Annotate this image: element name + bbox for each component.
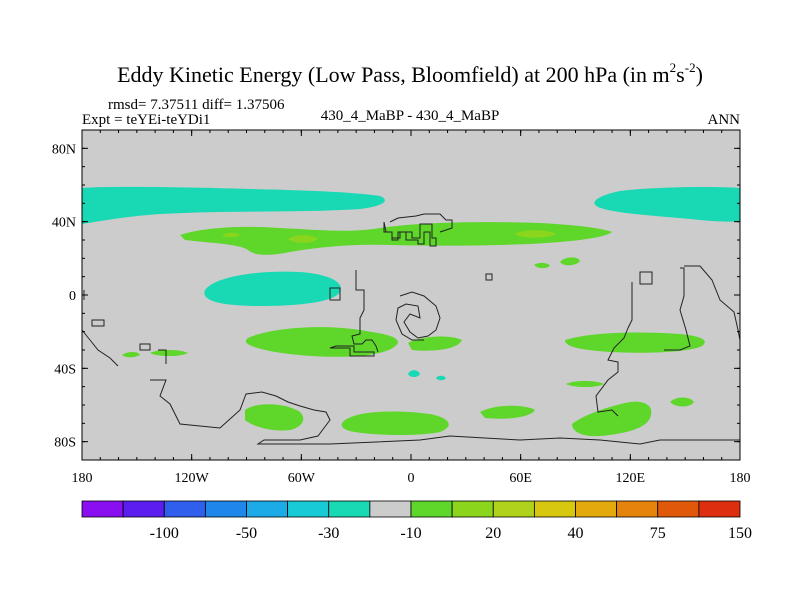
region-south-band-indian [565, 332, 705, 353]
region-blob-west [122, 352, 140, 358]
colorbar-label: -100 [150, 525, 179, 542]
region-southern-ocean-1 [245, 404, 304, 431]
colorbar-swatch [287, 500, 330, 518]
x-tick-label: 180 [72, 471, 93, 486]
coast-africa-south [395, 291, 441, 341]
colorbar-swatch [328, 500, 371, 518]
coast-south-pacific [139, 343, 167, 364]
y-tick-label: 40N [52, 216, 76, 231]
coast-south-america [329, 287, 341, 301]
x-tick-label: 60E [509, 471, 532, 486]
region-green-blob-3 [566, 381, 604, 387]
region-blob-east-1 [534, 262, 550, 269]
colorbar-swatch [698, 500, 741, 518]
colorbar-swatch [122, 500, 165, 518]
colorbar-swatch [451, 500, 494, 518]
region-southern-ocean-4 [572, 401, 652, 437]
colorbar-label: -30 [318, 525, 339, 542]
colorbar-swatch [369, 500, 412, 518]
colorbar-label: -50 [236, 525, 257, 542]
region-south-band-atlantic [245, 327, 398, 357]
colorbar-label: 75 [650, 525, 666, 542]
region-blob-west-2 [150, 350, 188, 356]
land-outlines [82, 213, 740, 445]
region-blob-east-2 [560, 257, 580, 266]
region-north-band-east [594, 187, 740, 222]
x-tick-label: 0 [408, 471, 415, 486]
region-midlat-core-3 [515, 230, 556, 238]
region-north-band-west [82, 186, 385, 224]
x-tick-label: 180 [730, 471, 751, 486]
colorbar-swatch [204, 500, 247, 518]
colorbar-swatch [246, 500, 289, 518]
chart-title: Eddy Kinetic Energy (Low Pass, Bloomfiel… [117, 60, 703, 87]
colorbar-label: 20 [485, 525, 501, 542]
expt-label: Expt = teYEi-teYDi1 [82, 112, 210, 128]
colorbar-label: 40 [568, 525, 584, 542]
y-tick-label: 40S [54, 362, 76, 377]
region-cyan-blob-2 [436, 375, 446, 381]
region-cyan-blob-1 [408, 370, 420, 377]
colorbar-swatch [410, 500, 453, 518]
coast-west-africa [351, 270, 379, 353]
coast-south-atlantic-box [329, 345, 375, 357]
coast-antarctic [150, 379, 740, 445]
y-tick-label: 80S [54, 436, 76, 451]
x-axis: 180 120W 60W 0 60E 120E 180 [72, 130, 751, 486]
colorbar-label: -10 [400, 525, 421, 542]
season-label: ANN [708, 112, 741, 128]
x-tick-label: 60W [288, 471, 316, 486]
coast-africa-europe [383, 213, 453, 247]
y-axis: 80N 40N 0 40S 80S [52, 142, 740, 451]
region-southern-ocean-3 [480, 405, 535, 419]
coast-east-asia [664, 267, 691, 351]
colorbar: -100 -50 -30 -10 20 40 75 150 [81, 500, 752, 542]
x-tick-label: 120E [616, 471, 646, 486]
coast-indonesia [595, 282, 633, 417]
colorbar-swatch [657, 500, 700, 518]
x-tick-label: 120W [175, 471, 210, 486]
colorbar-swatch [163, 500, 206, 518]
region-southern-ocean-2 [341, 411, 449, 435]
colorbar-swatch [533, 500, 576, 518]
region-southern-ocean-5 [670, 397, 694, 407]
coast-north-america [82, 319, 119, 367]
region-midlat-core-2 [222, 232, 240, 238]
stats-text: rmsd= 7.37511 diff= 1.37506 [108, 97, 285, 113]
case-label: 430_4_MaBP - 430_4_MaBP [321, 108, 500, 124]
y-tick-label: 0 [69, 289, 76, 304]
region-equatorial-pool [204, 271, 341, 306]
colorbar-swatch [81, 500, 124, 518]
y-tick-label: 80N [52, 142, 76, 157]
region-midlat-core-1 [288, 235, 318, 243]
contour-regions [82, 186, 740, 437]
coast-australia [639, 265, 740, 341]
colorbar-swatch [616, 500, 659, 518]
colorbar-label: 150 [728, 525, 752, 542]
colorbar-swatch [575, 500, 618, 518]
colorbar-swatch [492, 500, 535, 518]
